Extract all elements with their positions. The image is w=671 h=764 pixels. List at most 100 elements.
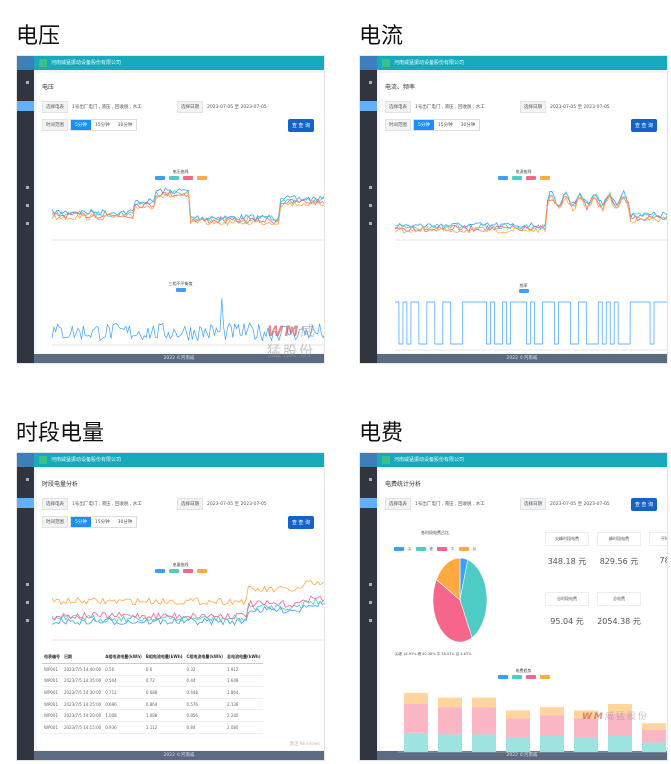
range-option[interactable]: 15分钟 xyxy=(90,120,114,130)
legend-swatch[interactable] xyxy=(458,547,469,551)
sidebar-item-active[interactable] xyxy=(17,101,34,111)
legend-swatch[interactable] xyxy=(394,547,404,551)
pie-slice xyxy=(436,557,461,601)
table-cell: WP001 xyxy=(42,709,62,722)
column-header[interactable]: C相电流电量(kWh) xyxy=(184,651,226,664)
column-header[interactable]: B相电流电量(kWh) xyxy=(143,651,185,664)
chevron-icon[interactable] xyxy=(26,204,29,207)
legend-swatch[interactable] xyxy=(539,176,550,180)
sidebar xyxy=(360,453,377,760)
fee-stat-card: 尖峰时段电费 348.18 元 xyxy=(545,532,589,567)
chevron-icon[interactable] xyxy=(369,81,372,84)
legend-swatch[interactable] xyxy=(525,176,536,180)
legend-swatch[interactable] xyxy=(175,288,186,292)
chart-title: 三相不平衡度 xyxy=(168,281,193,286)
query-button[interactable]: 查 查 询 xyxy=(287,119,314,132)
legend-swatch[interactable] xyxy=(196,176,207,180)
range-option[interactable]: 30分钟 xyxy=(456,120,480,130)
chevron-icon[interactable] xyxy=(369,204,372,207)
bar-segment xyxy=(438,697,462,708)
date-range-input[interactable]: 2023-07-05 至 2023-07-05 xyxy=(207,502,267,507)
legend-swatch[interactable] xyxy=(497,176,508,180)
sidebar-item-active[interactable] xyxy=(360,498,377,508)
legend-swatch[interactable] xyxy=(168,176,179,180)
table-cell: WP001 xyxy=(42,698,62,711)
chevron-icon[interactable] xyxy=(26,186,29,189)
legend-swatch[interactable] xyxy=(154,176,165,180)
column-header[interactable]: 电表编号 xyxy=(42,651,62,664)
range-option[interactable]: 5分钟 xyxy=(71,120,91,130)
caption-period: 时段电量 xyxy=(16,421,105,446)
meter-select[interactable]: 1号出厂电门 , 液压 , 回收脱 , 水工 xyxy=(415,105,485,110)
meter-label: 选择电表 xyxy=(42,101,68,113)
legend-swatch[interactable] xyxy=(154,569,165,573)
frequency-chart xyxy=(395,301,667,351)
chevron-icon[interactable] xyxy=(26,601,29,604)
legend-swatch[interactable] xyxy=(182,176,193,180)
column-header[interactable]: A相电流电量(kWh) xyxy=(103,651,144,664)
table-cell: 0.856 xyxy=(184,709,226,722)
date-label: 选择日期 xyxy=(520,498,546,510)
chevron-icon[interactable] xyxy=(369,222,372,225)
stat-label: 谷时段电费 xyxy=(545,592,589,606)
meter-select[interactable]: 1号出厂电门 , 液压 , 回收脱 , 水工 xyxy=(415,502,485,507)
table-cell: 0.688 xyxy=(143,686,185,699)
chevron-icon[interactable] xyxy=(26,222,29,225)
series-line xyxy=(52,298,324,342)
legend-swatch[interactable] xyxy=(497,675,508,679)
legend-swatch[interactable] xyxy=(518,289,529,293)
meter-select[interactable]: 1号出厂电门 , 液压 , 回收脱 , 水工 xyxy=(72,105,142,110)
legend-swatch[interactable] xyxy=(525,675,536,679)
fee-pie-chart xyxy=(432,557,488,643)
legend-swatch[interactable] xyxy=(437,547,447,551)
table-cell: 1.648 xyxy=(225,675,263,688)
column-header[interactable]: 日期 xyxy=(62,651,104,664)
chevron-icon[interactable] xyxy=(369,583,372,586)
range-option[interactable]: 15分钟 xyxy=(90,517,114,527)
fee-stat-card: 总电费 2054.38 元 xyxy=(597,592,641,627)
query-button[interactable]: 查 查 询 xyxy=(630,498,657,511)
bar-segment xyxy=(472,707,496,735)
legend-swatch[interactable] xyxy=(196,569,207,573)
chevron-icon[interactable] xyxy=(26,478,29,481)
sidebar-item-active[interactable] xyxy=(360,101,377,111)
range-option[interactable]: 5分钟 xyxy=(71,517,91,527)
date-range-input[interactable]: 2023-07-05 至 2023-07-05 xyxy=(550,105,610,110)
chevron-icon[interactable] xyxy=(26,81,29,84)
chevron-icon[interactable] xyxy=(369,601,372,604)
legend-swatch[interactable] xyxy=(539,675,550,679)
chevron-icon[interactable] xyxy=(26,583,29,586)
chevron-icon[interactable] xyxy=(26,619,29,622)
range-option[interactable]: 30分钟 xyxy=(113,517,137,527)
chart-title: 电量曲线 xyxy=(172,562,189,567)
legend-swatch[interactable] xyxy=(168,569,179,573)
column-header[interactable]: 总电流电量(kWh) xyxy=(225,651,263,664)
query-button[interactable]: 查 查 询 xyxy=(287,516,314,529)
meter-select[interactable]: 1号出厂电门 , 液压 , 回收脱 , 水工 xyxy=(72,502,142,507)
range-option[interactable]: 30分钟 xyxy=(113,120,137,130)
page-title: 电流、频率 xyxy=(385,84,416,91)
range-label: 时间范围 xyxy=(42,516,68,528)
legend-swatch[interactable] xyxy=(182,569,193,573)
bar-segment xyxy=(608,704,632,714)
legend-swatch[interactable] xyxy=(511,176,522,180)
table-cell: 1.008 xyxy=(103,709,144,722)
date-range-input[interactable]: 2023-07-05 至 2023-07-05 xyxy=(550,502,610,507)
chevron-icon[interactable] xyxy=(369,186,372,189)
company-name: 河南威猛振动设备股份有限公司 xyxy=(51,60,122,66)
chevron-icon[interactable] xyxy=(369,619,372,622)
chevron-icon[interactable] xyxy=(369,478,372,481)
stat-value: 781.6 xyxy=(659,556,667,565)
bar-segment xyxy=(404,692,428,704)
sidebar-item-active[interactable] xyxy=(17,498,34,508)
energy-table: 电表编号 日期 A相电流电量(kWh) B相电流电量(kWh) C相电流电量(kWh) 总… xyxy=(42,651,263,734)
legend-swatch[interactable] xyxy=(415,547,426,551)
date-label: 选择日期 xyxy=(177,101,203,113)
date-range-input[interactable]: 2023-07-05 至 2023-07-05 xyxy=(207,105,267,110)
range-option[interactable]: 15分钟 xyxy=(433,120,457,130)
range-option[interactable]: 5分钟 xyxy=(414,120,434,130)
bar-segment xyxy=(506,718,530,738)
legend-swatch[interactable] xyxy=(511,675,522,679)
query-button[interactable]: 查 查 询 xyxy=(630,119,657,132)
series-line xyxy=(52,192,324,227)
